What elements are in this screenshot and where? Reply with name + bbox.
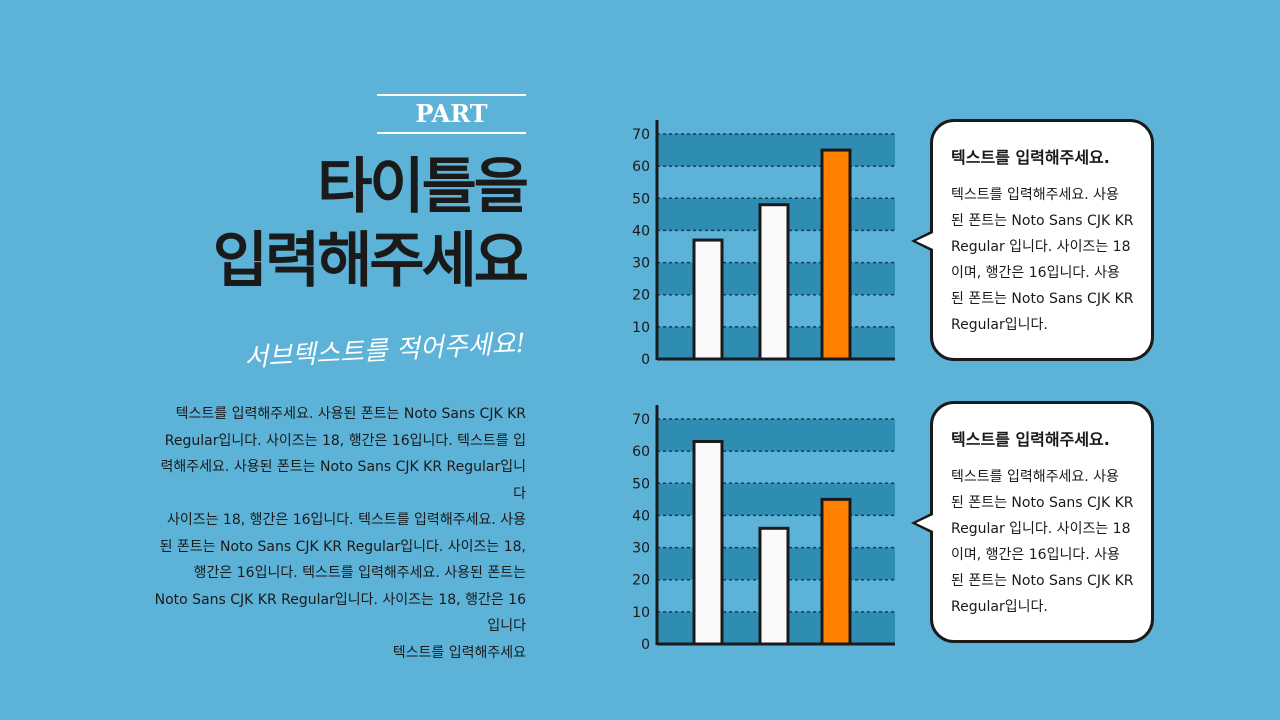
body-line: 된 폰트는 Noto Sans CJK KR Regular입니다. 사이즈는 …: [159, 538, 526, 555]
y-tick-label: 60: [632, 159, 650, 175]
y-tick-label: 70: [632, 127, 650, 143]
y-tick-label: 10: [632, 320, 650, 336]
page-title: 타이틀을 입력해주세요: [212, 150, 529, 298]
body-line: 력해주세요. 사용된 폰트는 Noto Sans CJK KR Regular입…: [160, 459, 526, 475]
bar-chart-1: 0 10 20 30 40 50 60 70: [632, 120, 895, 368]
callout-text: 텍스트를 입력해주세요. 사용 된 폰트는 Noto Sans CJK KR Reg…: [951, 469, 1134, 615]
bar: [820, 497, 852, 646]
callout-2: 텍스트를 입력해주세요. 텍스트를 입력해주세요. 사용 된 폰트는 Noto S…: [911, 401, 1154, 643]
body-line: 입니다: [487, 618, 526, 634]
title-line: 입력해주세요: [212, 226, 529, 296]
bar: [692, 238, 724, 361]
body-line: 텍스트를 입력해주세요: [392, 644, 526, 661]
y-tick-label: 60: [632, 444, 650, 460]
y-tick-label: 30: [632, 541, 650, 557]
bar: [692, 440, 724, 646]
subtitle: 서브텍스트를 적어주세요!: [243, 328, 527, 374]
body-line: Noto Sans CJK KR Regular입니다. 사이즈는 18, 행간…: [154, 591, 526, 608]
callout-1: 텍스트를 입력해주세요. 텍스트를 입력해주세요. 사용 된 폰트는 Noto S…: [911, 119, 1154, 361]
grid-band: [657, 134, 895, 167]
y-tick-label: 0: [641, 637, 650, 653]
y-tick-label: 30: [632, 256, 650, 272]
callout-title: 텍스트를 입력해주세요.: [951, 430, 1110, 449]
body-line: 텍스트를 입력해주세요. 사용된 폰트는 Noto Sans CJK KR: [175, 406, 526, 422]
callout-tail: [911, 230, 933, 252]
body-line: Regular입니다. 사이즈는 18, 행간은 16입니다. 텍스트를 입: [164, 432, 526, 449]
bar: [758, 526, 790, 646]
body-line: 다: [513, 485, 526, 502]
bar: [758, 203, 790, 361]
y-tick-label: 50: [632, 476, 650, 492]
callout-title: 텍스트를 입력해주세요.: [951, 148, 1110, 167]
body-text: 텍스트를 입력해주세요. 사용된 폰트는 Noto Sans CJK KR Re…: [155, 401, 526, 666]
title-line: 타이틀을: [317, 152, 529, 222]
y-tick-label: 10: [632, 605, 650, 621]
y-tick-label: 0: [641, 352, 650, 368]
bar: [820, 148, 852, 361]
part-label: PART: [377, 94, 526, 134]
y-tick-label: 20: [632, 288, 650, 304]
body-line: 사이즈는 18, 행간은 16입니다. 텍스트를 입력해주세요. 사용: [166, 512, 526, 528]
y-tick-label: 70: [632, 412, 650, 428]
callout-text: 텍스트를 입력해주세요. 사용 된 폰트는 Noto Sans CJK KR Reg…: [951, 187, 1134, 333]
y-tick-label: 40: [632, 508, 650, 524]
y-tick-label: 20: [632, 573, 650, 589]
y-tick-label: 40: [632, 223, 650, 239]
callout-tail: [911, 512, 933, 534]
body-line: 행간은 16입니다. 텍스트를 입력해주세요. 사용된 폰트는: [193, 565, 526, 581]
bar-chart-2: 0 10 20 30 40 50 60 70: [632, 405, 895, 653]
y-tick-label: 50: [632, 191, 650, 207]
